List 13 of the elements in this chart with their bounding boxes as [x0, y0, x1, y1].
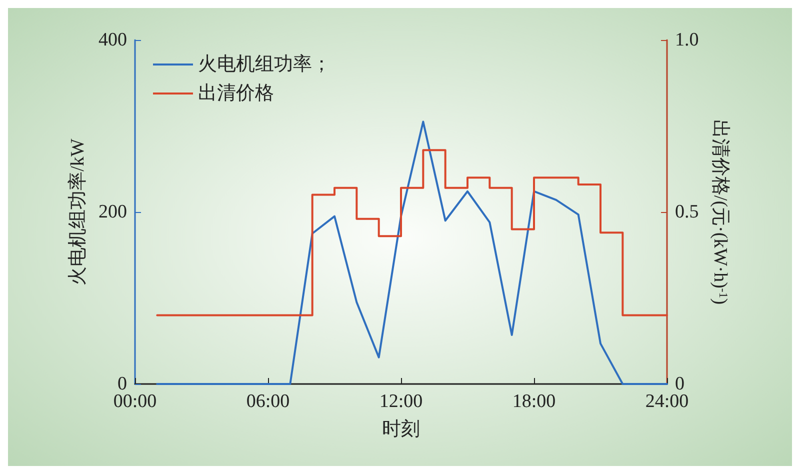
line-series: [156, 120, 668, 385]
x-axis-title: 时刻: [382, 418, 420, 440]
x-tick-label: 12:00: [379, 391, 423, 412]
y-axis-title: 火电机组功率/kW: [66, 138, 89, 286]
y2-tick-label: 1.0: [675, 30, 699, 50]
y2-axis-title: 出清价格/(元·(kW·h)-1): [710, 119, 731, 305]
y2-tick-label: 0.5: [675, 202, 699, 222]
x-tick-label: 06:00: [246, 391, 290, 412]
legend-label: 出清价格: [198, 83, 274, 104]
y-tick-label: 400: [98, 30, 127, 50]
legend-label: 火电机组功率；: [198, 53, 331, 75]
y-tick-label: 200: [98, 202, 127, 222]
x-tick-label: 18:00: [512, 391, 556, 412]
